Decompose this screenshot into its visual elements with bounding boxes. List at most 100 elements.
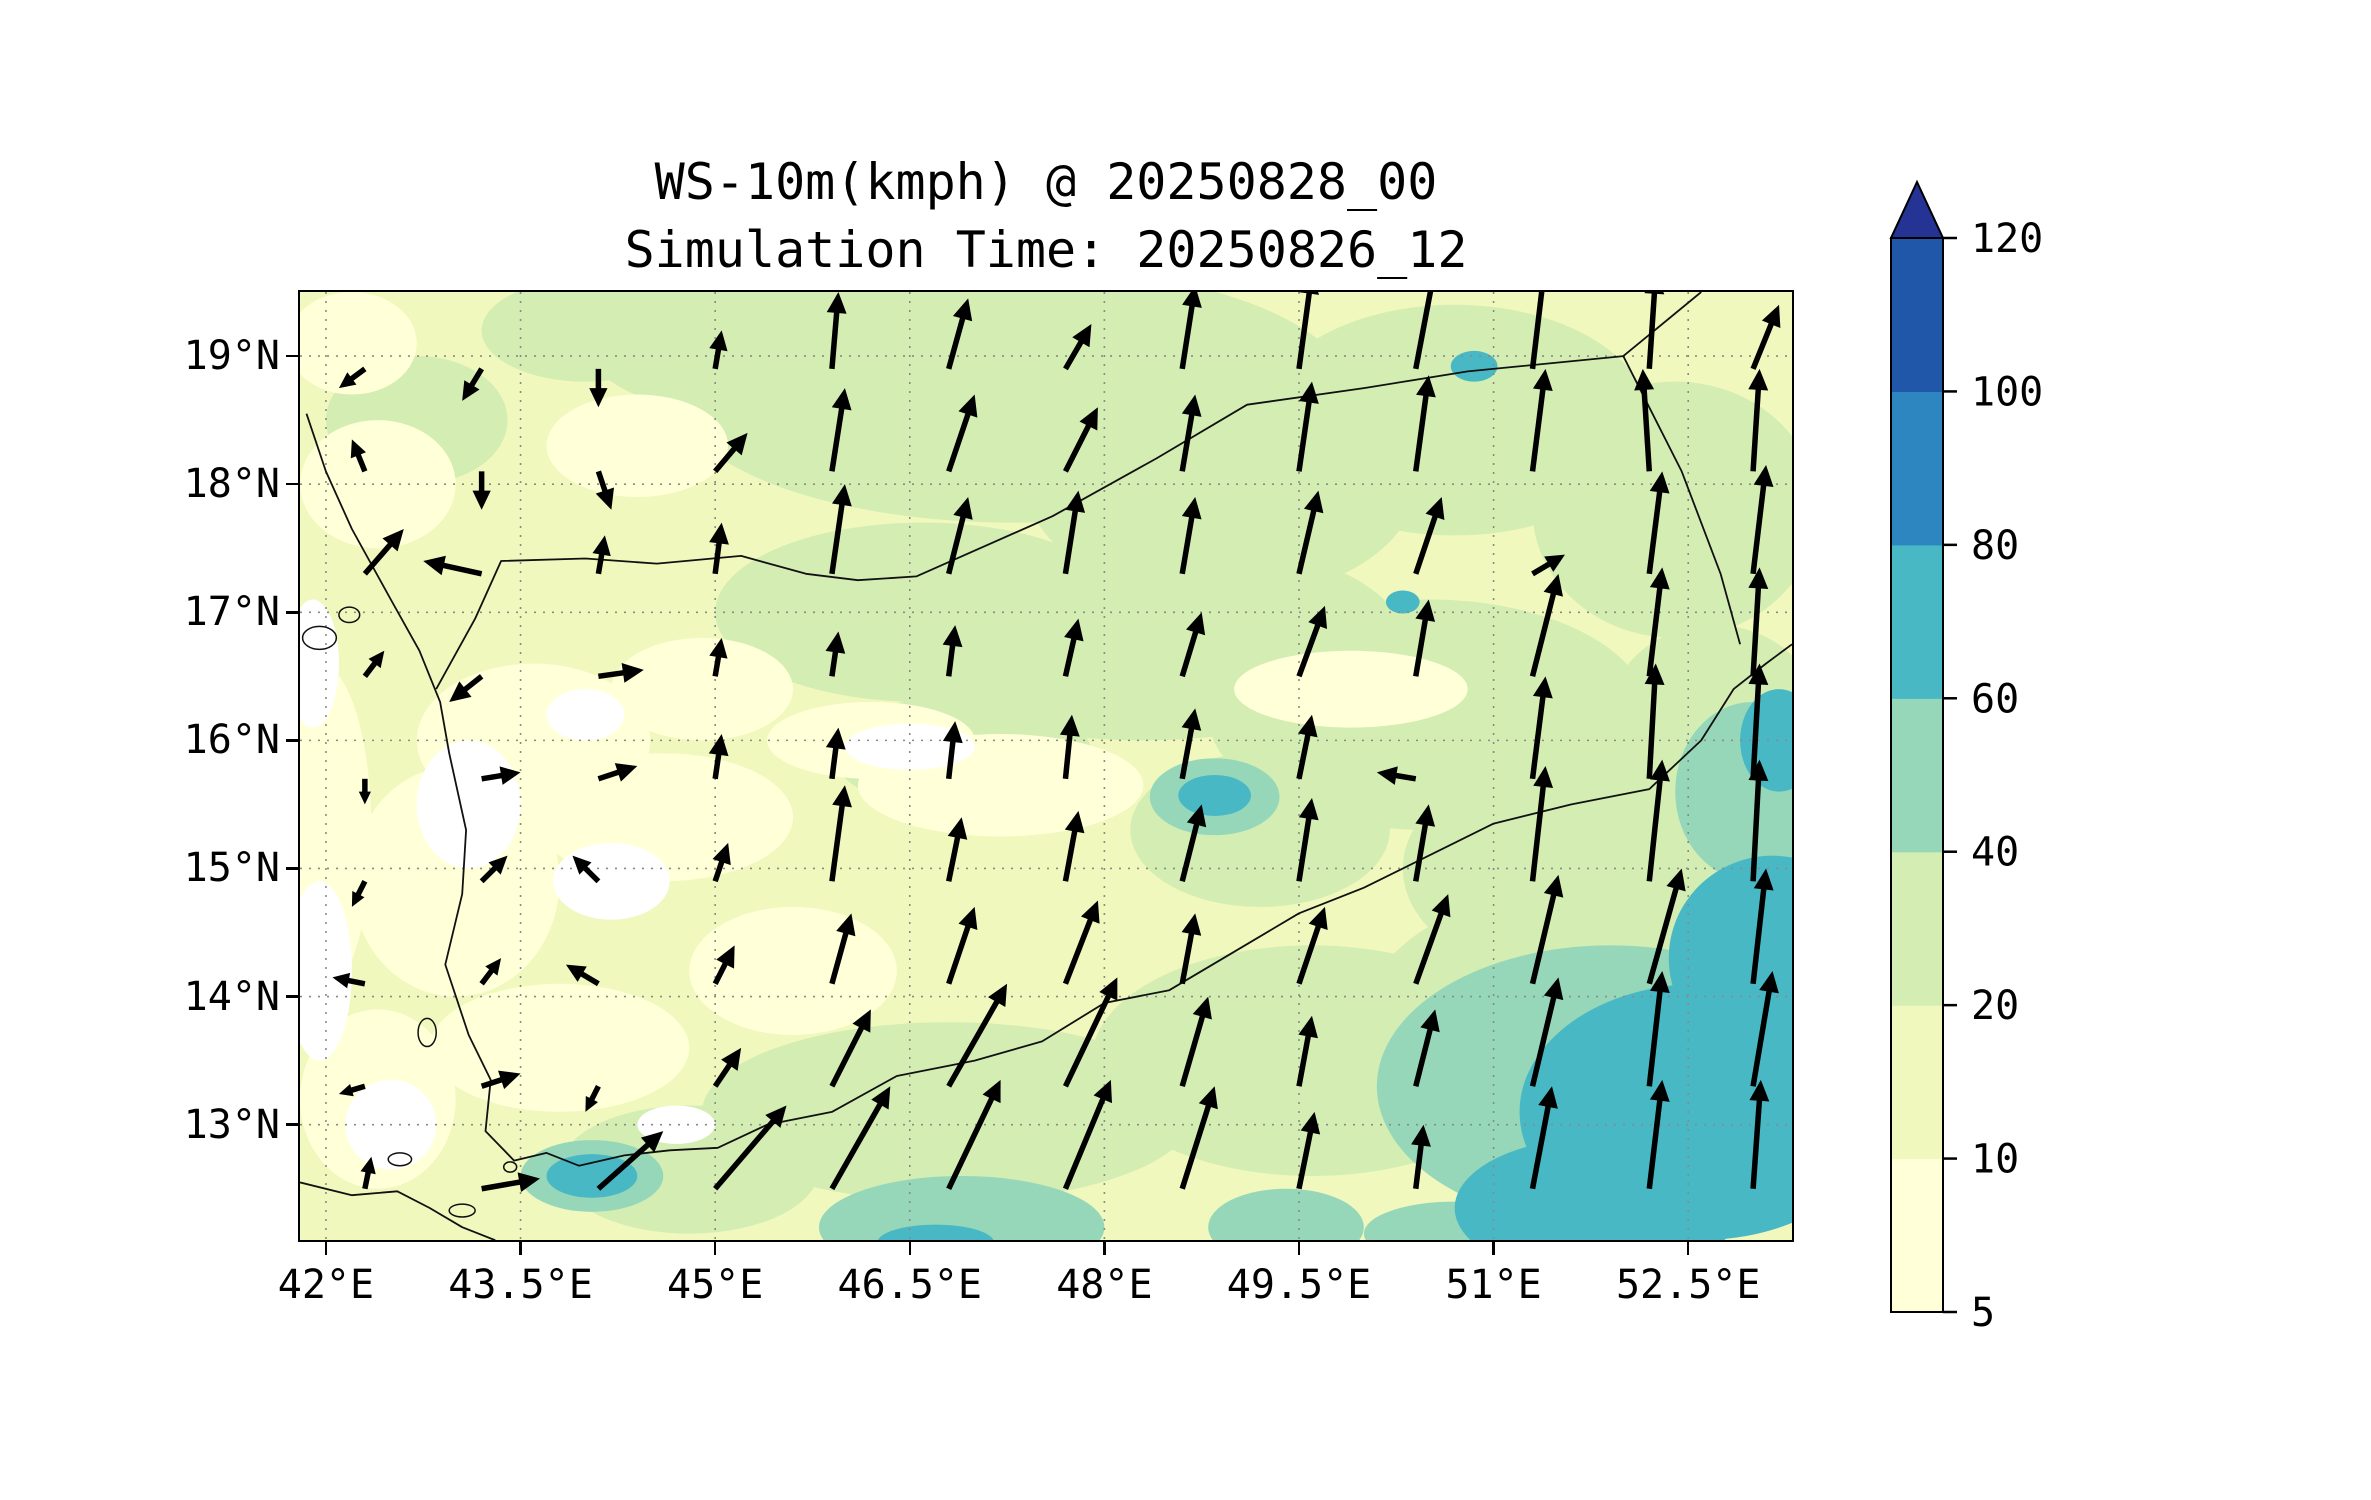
y-axis-tick	[286, 995, 298, 998]
y-axis-tick	[286, 867, 298, 870]
wind-arrow	[481, 766, 521, 785]
wind-arrow	[713, 432, 748, 474]
wind-arrow	[358, 778, 371, 805]
wind-arrow	[1644, 663, 1665, 779]
colorbar-gradient-segment	[1891, 698, 1943, 853]
wind-arrow	[338, 1083, 366, 1097]
y-axis-tick	[286, 1123, 298, 1126]
x-tick-label: 43.5°E	[448, 1262, 593, 1308]
colorbar: 5 10 20 40 60 80 100 120	[1889, 179, 2043, 1336]
wind-arrow	[829, 484, 852, 575]
wind-speed-contour-patch	[546, 394, 729, 497]
wind-arrow	[1062, 618, 1084, 677]
x-tick-label: 52.5°E	[1615, 1262, 1761, 1308]
wind-arrow	[1062, 900, 1100, 985]
wind-speed-contour-patch	[552, 842, 670, 920]
wind-arrow	[1646, 970, 1670, 1087]
map-plot-area	[298, 290, 1794, 1242]
wind-speed-contour-patch	[1178, 774, 1251, 816]
wind-arrow	[825, 631, 846, 677]
y-axis-tick	[286, 611, 298, 614]
wind-speed-contour-patch	[300, 881, 352, 1061]
wind-arrow	[479, 958, 502, 986]
wind-arrow	[589, 368, 608, 408]
wind-arrow	[462, 367, 484, 401]
wind-arrow	[946, 817, 968, 882]
wind-arrow	[1296, 906, 1328, 985]
wind-arrow	[709, 330, 728, 370]
y-tick-label: 19°N	[183, 333, 280, 380]
wind-speed-contour-patch	[546, 689, 625, 741]
wind-arrow	[332, 972, 366, 989]
wind-arrow	[360, 1156, 376, 1190]
wind-speed-contour-patch	[546, 1154, 638, 1198]
wind-arrow	[338, 366, 367, 389]
wind-arrow	[1179, 496, 1202, 575]
wind-map-svg	[300, 292, 1792, 1240]
wind-arrow	[598, 662, 644, 683]
island-outline	[448, 1203, 476, 1218]
wind-speed-contour-patch	[429, 983, 690, 1112]
wind-arrow	[362, 529, 404, 576]
wind-speed-contour-patch	[300, 292, 417, 395]
wind-arrow	[946, 394, 978, 473]
wind-speed-contour-patch	[300, 599, 339, 728]
wind-arrow	[1413, 599, 1436, 677]
y-tick-label: 16°N	[183, 717, 280, 764]
y-tick-label: 18°N	[183, 461, 280, 508]
colorbar-extend-triangle	[1889, 179, 1945, 239]
island-outline	[387, 1152, 413, 1167]
wind-arrow	[712, 1047, 742, 1088]
wind-arrow	[1179, 612, 1206, 678]
wind-arrow	[1529, 573, 1563, 677]
wind-arrow	[1062, 1079, 1112, 1190]
wind-arrow	[481, 1172, 541, 1192]
wind-arrow	[1413, 1009, 1440, 1087]
y-axis-tick	[286, 482, 298, 486]
colorbar-tick-label: 10	[1971, 1137, 2019, 1183]
x-axis-tick	[908, 1242, 912, 1255]
wind-arrow	[1646, 1079, 1670, 1190]
wind-arrow	[1179, 913, 1202, 985]
wind-arrow	[1376, 766, 1417, 785]
wind-arrow	[1296, 1111, 1321, 1190]
colorbar-tick-label: 20	[1971, 983, 2019, 1029]
wind-arrow	[1063, 324, 1092, 371]
wind-arrow	[1296, 798, 1319, 882]
colorbar-gradient-segment	[1891, 238, 1943, 393]
wind-arrow	[1296, 714, 1318, 780]
wind-arrow	[1529, 1086, 1558, 1190]
wind-arrow	[829, 1009, 871, 1088]
y-tick-label: 14°N	[183, 973, 280, 1020]
country-border	[435, 355, 1624, 690]
wind-speed-contour-patch	[877, 1224, 994, 1240]
wind-arrow	[592, 535, 611, 575]
x-axis-tick	[713, 1242, 717, 1255]
wind-speed-contour-patch	[1454, 1137, 1741, 1240]
colorbar-gradient-segment	[1891, 1005, 1943, 1160]
wind-arrow	[1059, 714, 1080, 780]
wind-arrow	[1750, 868, 1774, 985]
wind-arrow	[1529, 368, 1553, 472]
colorbar-gradient-segment	[1891, 391, 1943, 546]
x-axis-tick	[324, 1242, 328, 1255]
wind-arrow	[712, 842, 731, 883]
country-border	[1622, 292, 1702, 357]
wind-arrow	[1179, 708, 1202, 780]
wind-arrow	[1750, 304, 1781, 370]
wind-arrow	[1748, 368, 1769, 472]
wind-arrow	[1529, 766, 1554, 882]
colorbar-tick-label: 100	[1971, 369, 2043, 415]
wind-arrow	[572, 855, 601, 884]
wind-arrow	[1529, 977, 1564, 1087]
wind-arrow	[1413, 894, 1451, 985]
x-tick-label: 51°E	[1445, 1262, 1542, 1308]
wind-arrow	[1646, 868, 1686, 985]
y-tick-label: 13°N	[183, 1101, 280, 1148]
colorbar-tick-label: 120	[1971, 216, 2043, 262]
wind-arrow	[1062, 810, 1085, 882]
wind-arrow	[1296, 292, 1320, 370]
wind-arrow	[595, 470, 615, 510]
wind-arrow	[1750, 464, 1774, 575]
colorbar-outline	[1890, 237, 1944, 1313]
